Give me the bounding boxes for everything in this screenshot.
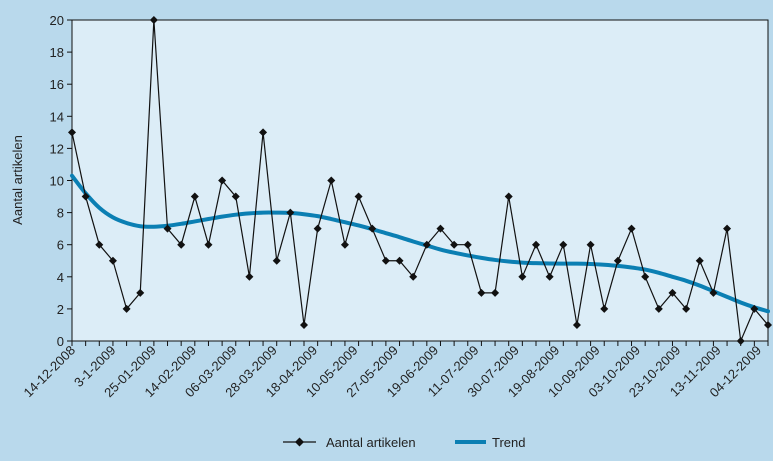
data-point-marker: [177, 240, 186, 249]
data-point-marker: [381, 256, 390, 265]
data-point-marker: [368, 224, 377, 233]
y-tick-label: 10: [50, 174, 64, 189]
data-point-marker: [545, 272, 554, 281]
data-point-marker: [136, 288, 145, 297]
data-point-marker: [586, 240, 595, 249]
data-point-marker: [668, 288, 677, 297]
data-point-marker: [613, 256, 622, 265]
y-tick-label: 0: [57, 334, 64, 349]
plot-area: [71, 19, 769, 342]
data-point-marker: [313, 224, 322, 233]
data-point-marker: [463, 240, 472, 249]
x-tick-label: 14-12-2008: [20, 343, 78, 401]
data-point-marker: [409, 272, 418, 281]
data-point-marker: [491, 288, 500, 297]
data-point-marker: [163, 224, 172, 233]
data-point-marker: [764, 320, 772, 329]
data-point-marker: [654, 304, 663, 313]
y-tick-label: 6: [57, 238, 64, 253]
data-point-marker: [559, 240, 568, 249]
data-point-marker: [108, 256, 117, 265]
data-point-marker: [709, 288, 718, 297]
data-point-marker: [682, 304, 691, 313]
legend-item-aantal: Aantal artikelen: [283, 435, 416, 450]
data-point-marker: [231, 192, 240, 201]
data-point-marker: [122, 304, 131, 313]
data-point-marker: [190, 192, 199, 201]
y-tick-label: 18: [50, 45, 64, 60]
data-point-marker: [81, 192, 90, 201]
data-point-marker: [354, 192, 363, 201]
y-tick-label: 12: [50, 141, 64, 156]
data-point-marker: [477, 288, 486, 297]
data-point-marker: [723, 224, 732, 233]
data-point-marker: [600, 304, 609, 313]
data-point-marker: [68, 128, 76, 137]
data-point-marker: [218, 176, 227, 185]
legend-item-trend: Trend: [455, 435, 525, 450]
data-point-marker: [95, 240, 104, 249]
legend-marker-diamond-icon: [295, 437, 304, 447]
data-point-marker: [395, 256, 404, 265]
data-point-marker: [518, 272, 527, 281]
data-point-marker: [286, 208, 295, 217]
y-tick-label: 4: [57, 270, 64, 285]
data-point-marker: [327, 176, 336, 185]
legend-label-aantal: Aantal artikelen: [326, 435, 416, 450]
data-point-marker: [572, 320, 581, 329]
data-point-marker: [259, 128, 268, 137]
series-layer: [68, 16, 772, 345]
data-point-marker: [504, 192, 513, 201]
y-tick-label: 16: [50, 77, 64, 92]
series-line-aantal-artikelen: [71, 19, 769, 344]
data-point-marker: [450, 240, 459, 249]
x-axis: 14-12-20083-1-200925-01-200914-02-200906…: [20, 341, 769, 401]
legend: Aantal artikelen Trend: [283, 435, 525, 450]
y-tick-label: 2: [57, 302, 64, 317]
data-point-marker: [245, 272, 254, 281]
y-axis: 0 2 4 6 8 10 12 14 16 18 20: [50, 13, 72, 349]
data-point-marker: [750, 304, 759, 313]
data-point-marker: [532, 240, 540, 249]
data-point-marker: [204, 240, 213, 249]
data-point-marker: [736, 337, 745, 345]
data-point-marker: [695, 256, 704, 265]
data-point-marker: [627, 224, 636, 233]
data-point-marker: [149, 16, 158, 24]
y-tick-label: 20: [50, 13, 64, 28]
y-axis-title: Aantal artikelen: [10, 135, 25, 225]
legend-label-trend: Trend: [492, 435, 525, 450]
y-tick-label: 14: [50, 109, 64, 124]
y-tick-label: 8: [57, 206, 64, 221]
data-point-marker: [300, 320, 308, 329]
data-point-marker: [340, 240, 349, 249]
data-point-marker: [422, 240, 431, 249]
data-point-marker: [436, 224, 445, 233]
data-point-marker: [272, 256, 281, 265]
data-point-marker: [641, 272, 650, 281]
